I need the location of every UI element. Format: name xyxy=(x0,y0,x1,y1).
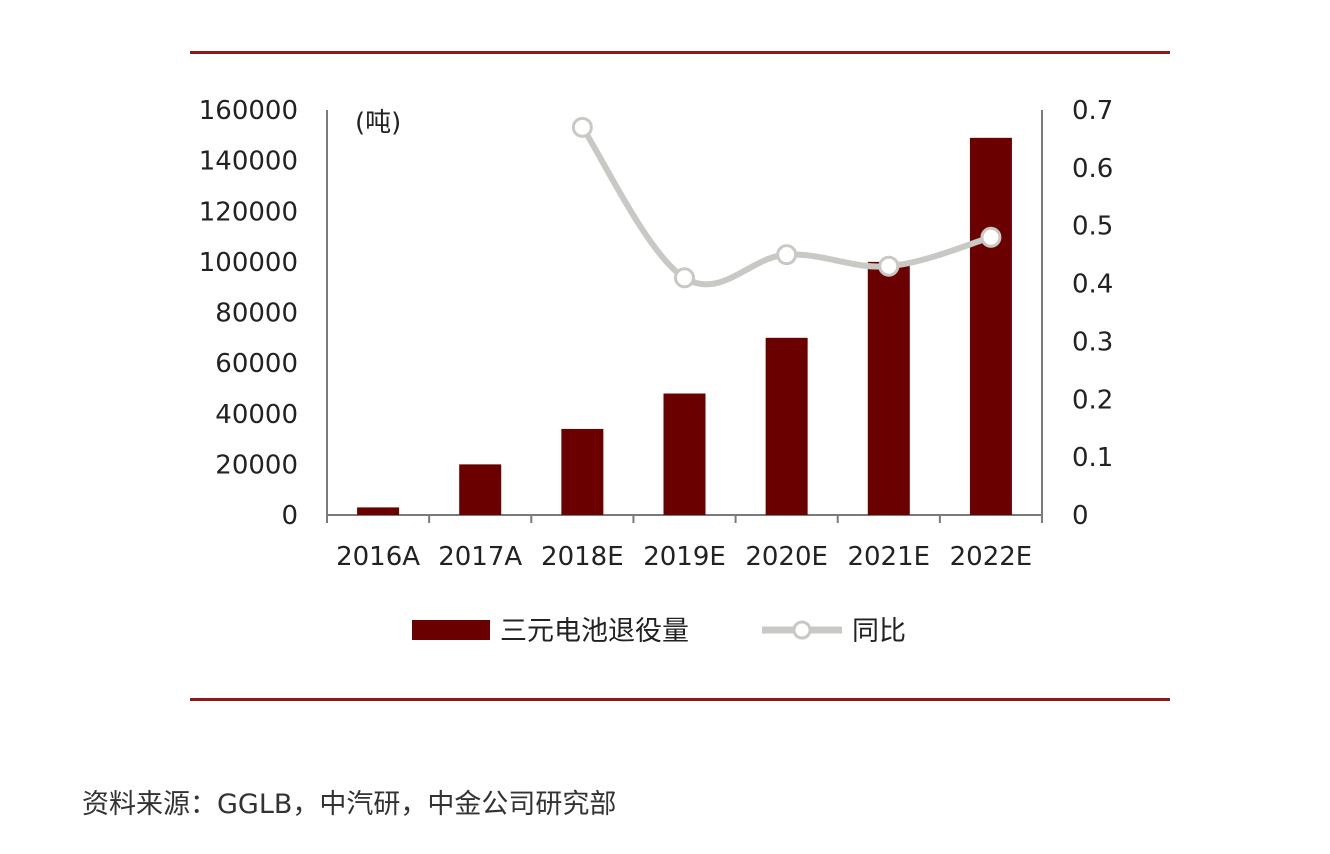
right-y-axis: 0 0.1 0.2 0.3 0.4 0.5 0.6 0.7 xyxy=(1041,96,1113,531)
left-tick-label: 20000 xyxy=(215,450,298,480)
right-tick-label: 0.3 xyxy=(1072,327,1113,357)
left-tick-label: 120000 xyxy=(199,197,298,227)
x-tick-label: 2016A xyxy=(336,542,420,572)
x-tick-label: 2021E xyxy=(847,542,930,572)
line-marker xyxy=(571,116,593,138)
left-tick-label: 0 xyxy=(281,501,298,531)
line-marker xyxy=(776,244,798,266)
bar xyxy=(663,393,706,515)
left-tick-label: 160000 xyxy=(199,96,298,126)
line-marker xyxy=(674,267,695,289)
bar xyxy=(357,507,400,515)
left-tick-label: 80000 xyxy=(215,299,298,329)
legend-line-label: 同比 xyxy=(852,616,906,647)
bottom-rule xyxy=(190,698,1170,701)
x-tick-label: 2017A xyxy=(438,542,522,572)
left-tick-label: 40000 xyxy=(215,400,298,430)
x-tick-label: 2019E xyxy=(643,542,726,572)
bar-series xyxy=(357,137,1012,515)
bar xyxy=(459,464,502,515)
x-tick-label: 2022E xyxy=(950,542,1033,572)
right-tick-label: 0.1 xyxy=(1072,443,1113,473)
legend-bar-swatch xyxy=(412,620,490,640)
right-tick-label: 0.5 xyxy=(1072,212,1113,242)
line-marker xyxy=(980,226,1002,248)
x-tick-label: 2020E xyxy=(745,542,828,572)
line-series xyxy=(571,116,1002,289)
bar xyxy=(765,337,808,515)
left-tick-label: 100000 xyxy=(199,248,298,278)
left-tick-label: 140000 xyxy=(199,147,298,177)
left-y-axis: 0 20000 40000 60000 80000 100000 120000 140000 1… xyxy=(199,96,328,531)
left-tick-label: 60000 xyxy=(215,349,298,379)
legend: 三元电池退役量 同比 xyxy=(412,616,906,647)
right-tick-label: 0 xyxy=(1072,501,1089,531)
bar xyxy=(969,137,1012,515)
bar xyxy=(867,261,910,515)
right-tick-label: 0.7 xyxy=(1072,96,1113,126)
source-note: 资料来源：GGLB，中汽研，中金公司研究部 xyxy=(82,789,617,820)
bar xyxy=(561,428,604,515)
x-tick-label: 2018E xyxy=(541,542,624,572)
line-marker xyxy=(878,255,900,277)
legend-line-marker xyxy=(792,620,812,640)
right-tick-label: 0.6 xyxy=(1072,154,1113,184)
right-tick-label: 0.4 xyxy=(1072,270,1113,300)
right-tick-label: 0.2 xyxy=(1072,385,1113,415)
y-axis-unit-label: (吨) xyxy=(355,108,401,138)
legend-bar-label: 三元电池退役量 xyxy=(500,616,689,647)
x-axis: 2016A 2017A 2018E 2019E 2020E 2021E 2022E xyxy=(326,514,1043,572)
top-rule xyxy=(190,51,1170,54)
